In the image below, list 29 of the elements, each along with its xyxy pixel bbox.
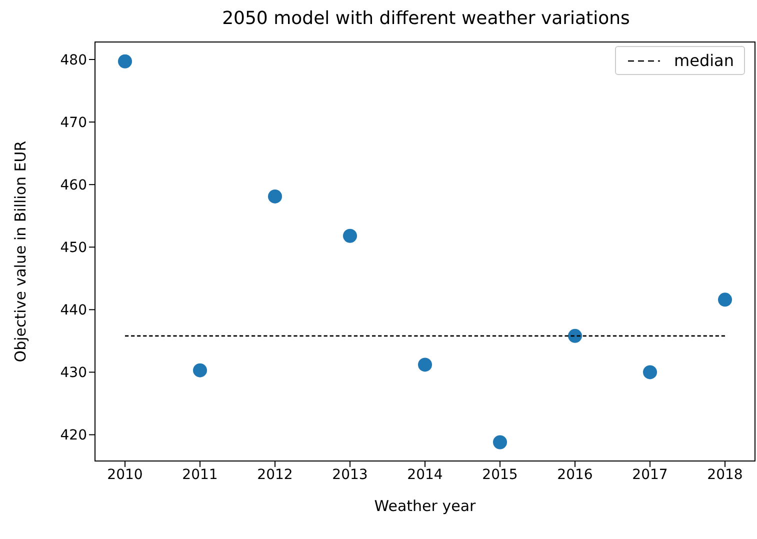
point xyxy=(643,365,657,380)
y-tick-label: 450 xyxy=(60,240,87,256)
y-tick-label: 420 xyxy=(60,428,87,444)
legend-label: median xyxy=(674,51,734,70)
y-tick-label: 430 xyxy=(60,365,87,382)
y-tick-label: 480 xyxy=(60,52,87,68)
point xyxy=(343,228,357,243)
x-tick-label: 2015 xyxy=(482,466,518,483)
x-tick-label: 2017 xyxy=(632,466,668,483)
y-axis-title: Objective value in Billion EUR xyxy=(11,140,30,362)
x-axis-title: Weather year xyxy=(374,497,477,515)
point xyxy=(493,435,507,450)
x-tick-label: 2014 xyxy=(407,466,443,483)
point xyxy=(718,292,732,307)
x-tick-label: 2010 xyxy=(107,466,143,483)
x-tick-label: 2013 xyxy=(332,466,368,483)
y-tick-label: 460 xyxy=(60,178,87,194)
y-tick-label: 440 xyxy=(60,302,87,319)
point xyxy=(418,358,432,372)
chart-title: 2050 model with different weather variations xyxy=(221,8,631,29)
x-tick-label: 2016 xyxy=(557,466,593,483)
point xyxy=(568,328,582,343)
y-tick-label: 470 xyxy=(60,115,87,132)
point xyxy=(118,54,132,68)
point xyxy=(268,189,282,204)
x-tick-label: 2011 xyxy=(182,466,218,483)
point xyxy=(193,363,207,378)
x-tick-label: 2012 xyxy=(257,466,293,483)
x-tick-label: 2018 xyxy=(707,466,743,483)
